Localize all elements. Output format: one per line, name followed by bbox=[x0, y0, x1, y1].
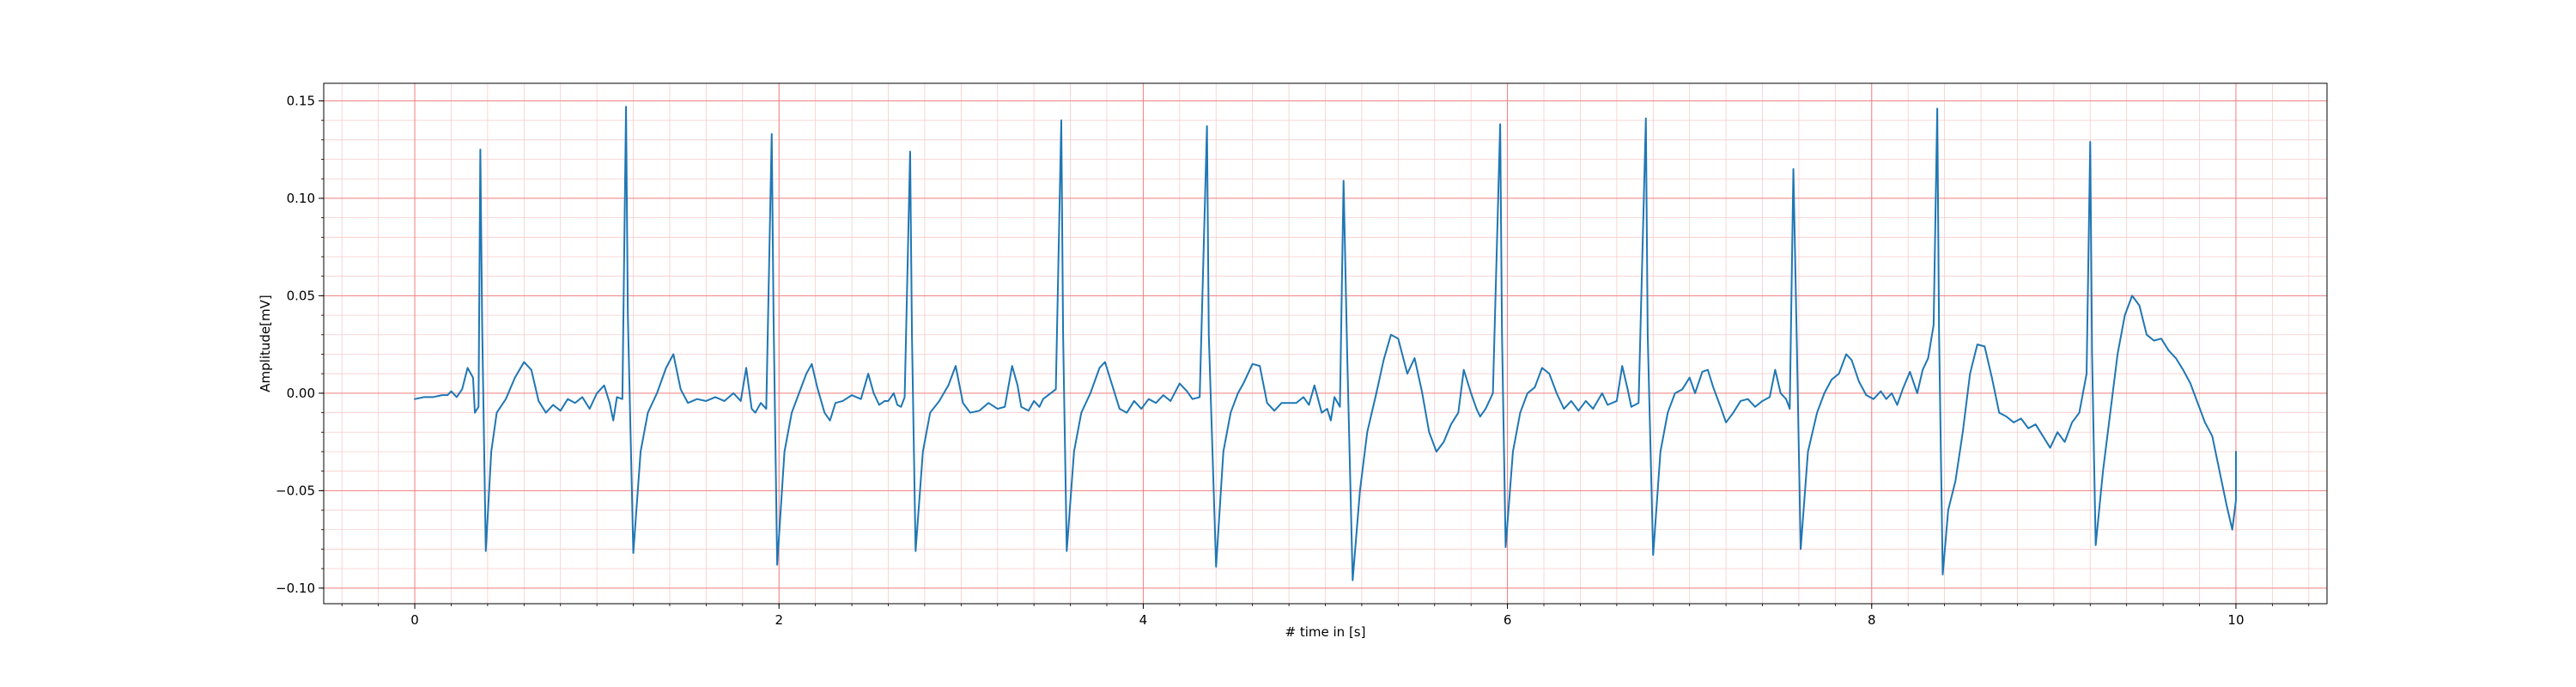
series-layer bbox=[414, 106, 2237, 581]
x-axis-label: # time in [s] bbox=[1285, 624, 1366, 640]
y-tick-label: 0.05 bbox=[287, 288, 315, 303]
y-tick-label: −0.05 bbox=[276, 483, 315, 498]
y-tick-label: 0.00 bbox=[287, 386, 315, 401]
x-tick-label: 4 bbox=[1139, 612, 1148, 628]
y-tick-label: −0.10 bbox=[276, 581, 315, 596]
x-tick-label: 8 bbox=[1868, 612, 1876, 628]
ecg-series-line bbox=[414, 106, 2237, 581]
minor-grid bbox=[324, 83, 2327, 604]
x-axis: 0 2 4 6 8 10 bbox=[341, 604, 2310, 628]
x-tick-label: 0 bbox=[410, 612, 419, 628]
y-tick-label: 0.10 bbox=[287, 191, 315, 206]
major-grid bbox=[324, 83, 2327, 604]
y-axis: −0.10 −0.05 0.00 0.05 0.10 0.15 bbox=[276, 93, 324, 596]
x-tick-label: 2 bbox=[775, 612, 783, 628]
y-tick-label: 0.15 bbox=[287, 93, 315, 108]
x-tick-label: 6 bbox=[1504, 612, 1512, 628]
x-tick-label: 10 bbox=[2227, 612, 2244, 628]
y-axis-label: Amplitude[mV] bbox=[258, 295, 273, 392]
